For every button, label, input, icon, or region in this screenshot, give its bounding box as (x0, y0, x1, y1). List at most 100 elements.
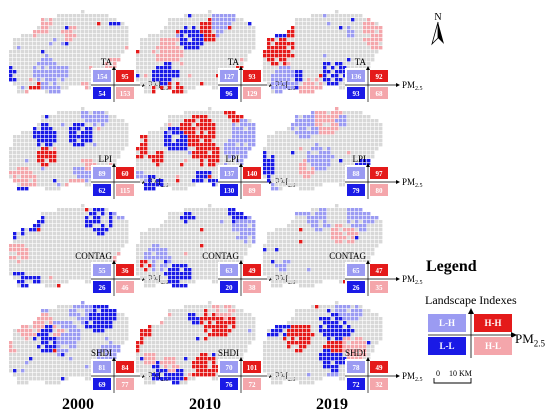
quadrant-box-hl (116, 87, 134, 99)
quadrant-box-hl (116, 378, 134, 390)
quadrant-inset-shdi-2010: 701017672SHDIPM2.5 (218, 348, 296, 393)
quadrant-count-hl: 32 (376, 381, 384, 389)
legend-box-ll: L-L (428, 337, 466, 355)
quadrant-count-ll: 62 (99, 187, 107, 195)
quadrant-box-lh (220, 70, 238, 82)
legend-box-hl: H-L (474, 337, 512, 355)
quadrant-box-lh (93, 70, 111, 82)
legend-box-lh: L-H (428, 314, 466, 332)
index-label: LPI (99, 154, 113, 164)
quadrant-box-hh (370, 70, 388, 82)
quadrant-count-lh: 154 (97, 73, 108, 81)
map-panel-contag-2010 (136, 204, 256, 288)
map-panel-lpi-2010 (136, 107, 256, 191)
map-panel-ta-2010 (136, 10, 256, 94)
quadrant-count-hh: 49 (249, 267, 257, 275)
quadrant-box-ll (347, 184, 365, 196)
quadrant-count-hl: 35 (376, 284, 384, 292)
year-label-2019: 2019 (316, 396, 348, 413)
quadrant-box-hl (243, 87, 261, 99)
quadrant-count-hl: 72 (249, 381, 257, 389)
quadrant-count-hh: 101 (247, 364, 258, 372)
quadrant-count-hh: 84 (122, 364, 130, 372)
quadrant-count-lh: 78 (353, 364, 361, 372)
quadrant-box-hl (116, 281, 134, 293)
quadrant-count-ll: 76 (226, 381, 234, 389)
year-label-2000: 2000 (62, 396, 94, 413)
index-label: CONTAG (75, 251, 112, 261)
scale-bar (433, 372, 473, 384)
quadrant-box-ll (220, 184, 238, 196)
quadrant-box-ll (93, 184, 111, 196)
quadrant-count-hl: 115 (120, 187, 131, 195)
map-panel-shdi-2000 (9, 301, 129, 385)
quadrant-count-hh: 97 (376, 170, 384, 178)
legend-subtitle: Landscape Indexes (425, 293, 517, 307)
map-panel-ta-2000 (9, 10, 129, 94)
quadrant-box-hh (116, 167, 134, 179)
quadrant-count-ll: 72 (353, 381, 361, 389)
quadrant-box-ll (220, 281, 238, 293)
scale-max-label: 10 KM (449, 369, 472, 378)
map-panel-shdi-2010 (136, 301, 256, 385)
quadrant-box-lh (220, 167, 238, 179)
legend-title: Legend (426, 258, 477, 275)
quadrant-box-lh (93, 264, 111, 276)
quadrant-box-lh (220, 264, 238, 276)
quadrant-count-ll: 96 (226, 90, 234, 98)
quadrant-box-ll (220, 87, 238, 99)
index-label: TA (101, 57, 113, 67)
pm-label: PM2.5 (402, 274, 423, 286)
quadrant-box-ll (93, 378, 111, 390)
north-arrow-icon (431, 21, 444, 46)
pm-label: PM2.5 (402, 80, 423, 92)
quadrant-box-hl (370, 281, 388, 293)
quadrant-box-lh (347, 70, 365, 82)
quadrant-count-ll: 93 (353, 90, 361, 98)
quadrant-count-lh: 136 (351, 73, 362, 81)
quadrant-count-hl: 80 (376, 187, 384, 195)
quadrant-inset-contag-2019: 65 47 26 35 CONTAG PM2.5 (329, 251, 423, 296)
quadrant-box-ll (347, 281, 365, 293)
quadrant-count-lh: 65 (353, 267, 361, 275)
quadrant-box-lh (347, 361, 365, 373)
map-panel-contag-2000 (9, 204, 129, 288)
quadrant-box-lh (93, 361, 111, 373)
quadrant-box-ll (93, 87, 111, 99)
scale-zero-label: 0 (436, 369, 440, 378)
quadrant-count-lh: 89 (99, 170, 107, 178)
pm-label: PM2.5 (402, 177, 423, 189)
quadrant-count-ll: 26 (99, 284, 107, 292)
quadrant-box-hh (243, 361, 261, 373)
legend-pm-label: PM2.5 (515, 331, 546, 349)
quadrant-box-ll (347, 87, 365, 99)
quadrant-count-hl: 89 (249, 187, 257, 195)
quadrant-count-hh: 47 (376, 267, 384, 275)
quadrant-box-hh (370, 361, 388, 373)
quadrant-count-ll: 79 (353, 187, 361, 195)
quadrant-count-lh: 55 (99, 267, 107, 275)
quadrant-count-ll: 26 (353, 284, 361, 292)
quadrant-count-hh: 49 (376, 364, 384, 372)
index-label: TA (355, 57, 367, 67)
index-label: SHDI (345, 348, 366, 358)
quadrant-count-ll: 69 (99, 381, 107, 389)
quadrant-box-hh (243, 167, 261, 179)
quadrant-box-ll (347, 378, 365, 390)
quadrant-count-hh: 60 (122, 170, 130, 178)
quadrant-count-hl: 153 (120, 90, 131, 98)
index-label: SHDI (218, 348, 239, 358)
quadrant-box-hl (370, 378, 388, 390)
quadrant-count-hh: 93 (249, 73, 257, 81)
index-label: TA (228, 57, 240, 67)
quadrant-box-hh (116, 264, 134, 276)
quadrant-box-hh (243, 264, 261, 276)
quadrant-box-hl (243, 184, 261, 196)
quadrant-box-lh (93, 167, 111, 179)
quadrant-count-lh: 88 (353, 170, 361, 178)
quadrant-inset-lpi-2000: 896062115LPIPM2.5 (91, 154, 169, 199)
quadrant-count-hh: 95 (122, 73, 130, 81)
quadrant-count-hh: 140 (247, 170, 258, 178)
quadrant-inset-shdi-2019: 78 49 72 32 SHDI PM2.5 (345, 348, 423, 393)
legend-axes (428, 308, 517, 358)
